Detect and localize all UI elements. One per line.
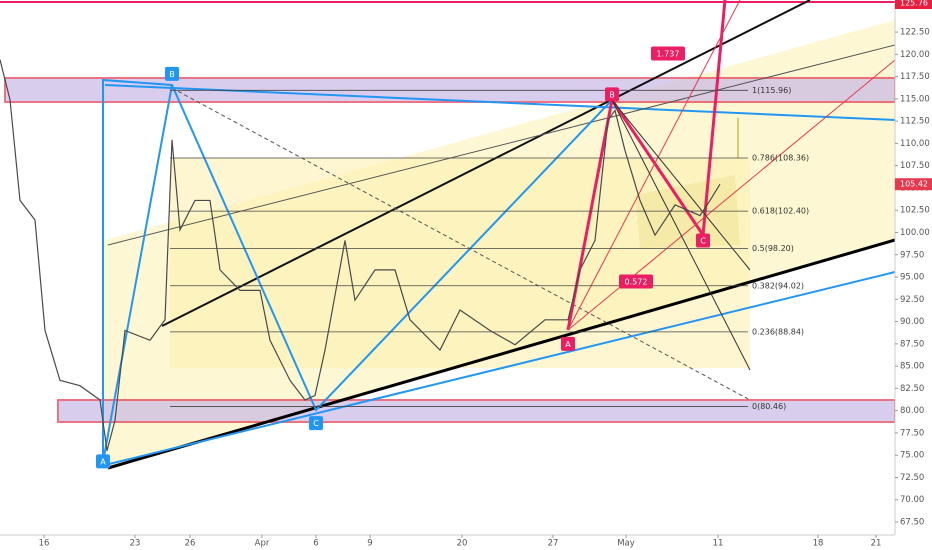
x-tick-label: May [617, 539, 635, 549]
y-tick-label: 82.50 [900, 384, 924, 394]
point-badge [605, 87, 619, 102]
y-tick-label: 87.50 [900, 339, 924, 349]
x-tick-label: 20 [457, 539, 468, 549]
y-tick-label: 67.50 [900, 517, 924, 527]
ratio-badge [619, 274, 653, 289]
abc-blue [102, 84, 173, 463]
y-tick-label: 120.00 [900, 50, 930, 60]
fib-label: 1(115.96) [752, 86, 791, 95]
point-label: B [609, 90, 615, 99]
price-axis [895, 0, 932, 550]
fib-label: 0(80.46) [752, 402, 786, 411]
channel-edge [107, 44, 896, 246]
flag-line [611, 99, 751, 271]
ratio-label: 1.737 [657, 49, 680, 58]
point-label: A [100, 457, 106, 466]
y-tick-label: 107.50 [900, 161, 930, 171]
fib-zone [170, 158, 750, 368]
point-badge [165, 66, 179, 81]
point-label: B [169, 70, 175, 79]
price-label: 125.76 [900, 0, 928, 8]
point-badge [561, 336, 575, 351]
red-ray [567, 0, 741, 331]
y-tick-label: 70.00 [900, 495, 924, 505]
y-tick-label: 100.00 [900, 228, 930, 238]
y-tick-label: 77.50 [900, 428, 924, 438]
y-tick-label: 80.00 [900, 406, 924, 416]
projection [171, 87, 751, 401]
x-tick-label: 23 [130, 539, 141, 549]
y-tick-label: 117.50 [900, 72, 930, 82]
trendline [107, 238, 896, 470]
fib-label: 0.236(88.84) [752, 327, 804, 336]
y-tick-label: 95.00 [900, 273, 924, 283]
x-tick-label: 27 [548, 539, 559, 549]
flag-line [611, 99, 751, 371]
fib-label: 0.786(108.36) [752, 154, 809, 163]
x-tick-label: Apr [255, 539, 270, 549]
trendline [104, 84, 896, 121]
y-tick-label: 90.00 [900, 317, 924, 327]
y-tick-label: 110.00 [900, 139, 930, 149]
price-line [0, 59, 721, 451]
fib-label: 0.618(102.40) [752, 207, 809, 216]
ratio-badge [651, 46, 685, 61]
abc-red [566, 0, 727, 331]
x-tick-label: 18 [813, 539, 824, 549]
y-tick-label: 112.50 [900, 117, 930, 127]
trendline [161, 0, 811, 327]
price-label-bg [895, 178, 932, 191]
drawings [0, 0, 896, 470]
point-label: A [565, 340, 571, 349]
price-label: 105.42 [900, 180, 928, 189]
point-badge [696, 233, 710, 248]
point-badge [309, 416, 323, 431]
y-tick-label: 75.00 [900, 451, 924, 461]
y-tick-label: 92.50 [900, 295, 924, 305]
y-tick-label: 72.50 [900, 473, 924, 483]
ratio-label: 0.572 [625, 277, 648, 286]
x-tick-label: 9 [367, 539, 372, 549]
x-tick-label: 11 [713, 539, 724, 549]
point-label: C [700, 237, 706, 246]
y-tick-label: 115.00 [900, 94, 930, 104]
point-label: C [313, 419, 319, 428]
y-tick-label: 102.50 [900, 206, 930, 216]
x-tick-label: 21 [871, 539, 882, 549]
price-label-bg [895, 0, 932, 10]
x-tick-label: 16 [39, 539, 50, 549]
fib-label: 0.382(94.02) [752, 281, 804, 290]
y-tick-label: 122.50 [900, 28, 930, 38]
x-tick-label: 6 [313, 539, 318, 549]
x-tick-label: 26 [185, 539, 196, 549]
point-badge [96, 454, 110, 469]
y-tick-label: 85.00 [900, 362, 924, 372]
trendline [104, 271, 896, 466]
fib-label: 0.5(98.20) [752, 244, 794, 253]
y-tick-label: 97.50 [900, 250, 924, 260]
